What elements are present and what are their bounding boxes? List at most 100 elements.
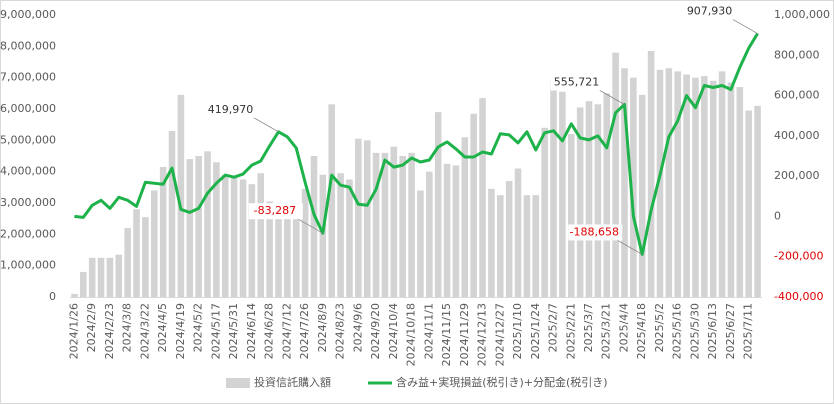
bar (532, 195, 540, 297)
x-tick-label: 2024/7/26 (298, 303, 311, 359)
annotation-leader (250, 115, 279, 133)
y2-tick-label: -400,000 (774, 290, 823, 303)
bar (80, 271, 87, 297)
bar (452, 165, 460, 297)
x-tick-label: 2024/8/23 (334, 303, 347, 359)
x-tick-label: 2024/9/20 (369, 303, 382, 359)
bar (523, 195, 531, 297)
data-label: 555,721 (554, 75, 600, 88)
bar (621, 68, 628, 298)
x-tick-label: 2024/3/22 (138, 303, 151, 359)
y2-tick-label: 800,000 (774, 48, 820, 61)
y-tick-label: 0 (49, 290, 56, 303)
y-tick-label: 3,000,000 (0, 196, 56, 209)
x-tick-label: 2025/3/21 (600, 303, 613, 359)
y-tick-label: 5,000,000 (0, 133, 56, 146)
bar (674, 71, 682, 298)
bar (195, 156, 202, 297)
bar (505, 181, 513, 297)
bar (594, 104, 602, 297)
x-tick-label: 2025/4/4 (617, 303, 630, 352)
bar (390, 146, 398, 297)
x-tick-label: 2025/6/27 (724, 303, 737, 359)
bar (683, 74, 690, 298)
annotation-leader (596, 88, 625, 105)
bar (559, 91, 566, 298)
annotation-box (550, 74, 605, 91)
bar (576, 107, 584, 297)
bar (488, 188, 495, 297)
bar (337, 173, 344, 297)
x-tick-label: 2024/11/1 (422, 303, 435, 359)
annotation-leader (294, 216, 324, 234)
bar (248, 184, 256, 297)
bar (630, 77, 637, 298)
y-tick-label: 4,000,000 (0, 165, 56, 178)
bar (106, 257, 114, 297)
y-tick-label: 9,000,000 (0, 8, 56, 21)
bar (541, 127, 548, 297)
bar (142, 217, 149, 297)
x-tick-label: 2024/5/2 (192, 303, 205, 352)
bar (745, 110, 752, 297)
bar (186, 159, 194, 297)
x-tick-label: 2025/3/7 (582, 303, 595, 352)
x-tick-label: 2024/5/31 (227, 303, 240, 359)
bar (213, 162, 220, 297)
bar (284, 209, 291, 297)
bar (133, 209, 140, 297)
bar (177, 94, 185, 298)
x-tick-label: 2025/5/30 (688, 303, 701, 359)
bar (230, 177, 238, 297)
y2-tick-label: 400,000 (774, 129, 820, 142)
x-tick-label: 2025/5/16 (671, 303, 684, 359)
x-tick-label: 2024/5/17 (209, 303, 222, 359)
x-tick-label: 2024/12/13 (476, 303, 489, 366)
bar (434, 112, 442, 297)
annotation-box (204, 101, 259, 118)
bar (727, 82, 735, 297)
x-tick-label: 2025/2/21 (564, 303, 577, 359)
bar (266, 201, 273, 297)
annotation-box (568, 224, 623, 241)
x-tick-label: 2025/2/7 (547, 303, 560, 352)
bar (443, 163, 451, 297)
bar (88, 257, 96, 297)
bar (470, 113, 477, 297)
x-tick-label: 2024/8/9 (316, 303, 329, 352)
bar (754, 105, 761, 297)
x-tick-label: 2024/1/26 (67, 303, 80, 359)
y-tick-label: 7,000,000 (0, 71, 56, 84)
bar (426, 171, 433, 297)
y-tick-label: 8,000,000 (0, 39, 56, 52)
x-tick-label: 2024/11/29 (458, 303, 471, 366)
x-tick-label: 2024/10/4 (387, 303, 400, 359)
y2-tick-label: 1,000,000 (774, 8, 830, 21)
legend-label: 含み益+実現損益(税引き)+分配金(税引き) (396, 375, 608, 389)
line (74, 32, 759, 256)
bar (399, 156, 406, 297)
bar (709, 80, 717, 297)
bar (550, 80, 557, 297)
x-tick-label: 2024/2/9 (85, 303, 98, 352)
bar (514, 168, 522, 297)
bar (603, 93, 611, 297)
bar (567, 134, 575, 297)
bar (310, 156, 318, 297)
bar (461, 137, 469, 297)
bar (479, 98, 486, 298)
bar (150, 190, 158, 297)
annotation-leader (729, 17, 758, 34)
data-label: 419,970 (208, 103, 254, 116)
legend-label: 投資信託購入額 (254, 375, 331, 389)
bar (701, 76, 708, 297)
y-tick-label: 1,000,000 (0, 259, 56, 272)
bar (71, 293, 78, 297)
x-tick-label: 2025/1/24 (529, 303, 542, 359)
bar (718, 71, 726, 298)
bar (97, 257, 105, 297)
bar (257, 173, 265, 297)
x-tick-label: 2025/7/11 (742, 303, 755, 359)
